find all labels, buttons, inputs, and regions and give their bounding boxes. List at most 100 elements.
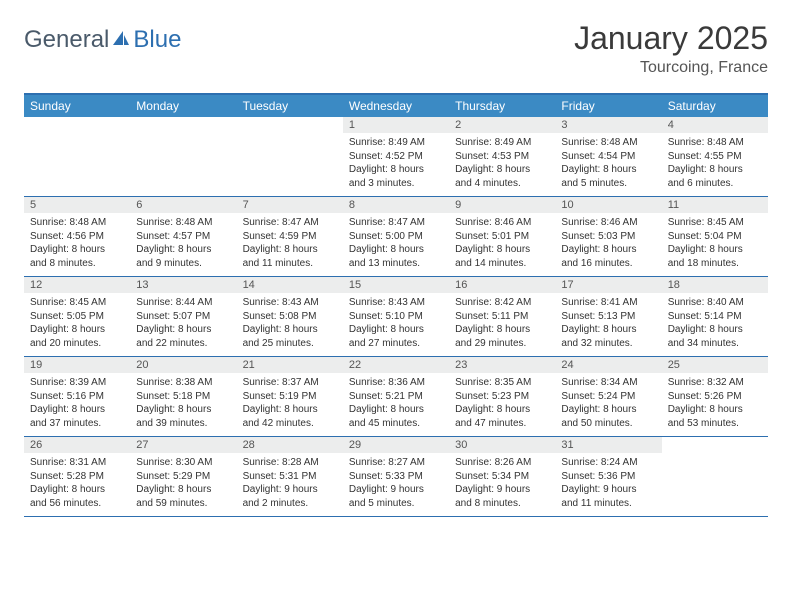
- day-content: Sunrise: 8:42 AMSunset: 5:11 PMDaylight:…: [449, 293, 555, 356]
- day-dl1: Daylight: 8 hours: [136, 483, 230, 497]
- day-ss: Sunset: 4:55 PM: [668, 150, 762, 164]
- day-dl2: and 11 minutes.: [243, 257, 337, 271]
- day-cell: 14Sunrise: 8:43 AMSunset: 5:08 PMDayligh…: [237, 277, 343, 356]
- week-row: 1Sunrise: 8:49 AMSunset: 4:52 PMDaylight…: [24, 117, 768, 197]
- day-ss: Sunset: 5:10 PM: [349, 310, 443, 324]
- day-cell: 16Sunrise: 8:42 AMSunset: 5:11 PMDayligh…: [449, 277, 555, 356]
- day-cell: 7Sunrise: 8:47 AMSunset: 4:59 PMDaylight…: [237, 197, 343, 276]
- day-ss: Sunset: 5:28 PM: [30, 470, 124, 484]
- day-number: 22: [343, 357, 449, 373]
- weekday-header: Sunday: [24, 95, 130, 117]
- day-cell: 30Sunrise: 8:26 AMSunset: 5:34 PMDayligh…: [449, 437, 555, 516]
- day-cell: 11Sunrise: 8:45 AMSunset: 5:04 PMDayligh…: [662, 197, 768, 276]
- day-dl1: Daylight: 8 hours: [349, 323, 443, 337]
- day-dl2: and 22 minutes.: [136, 337, 230, 351]
- header: General Blue January 2025 Tourcoing, Fra…: [24, 20, 768, 77]
- day-cell: 17Sunrise: 8:41 AMSunset: 5:13 PMDayligh…: [555, 277, 661, 356]
- week-row: 5Sunrise: 8:48 AMSunset: 4:56 PMDaylight…: [24, 197, 768, 277]
- day-dl2: and 45 minutes.: [349, 417, 443, 431]
- day-content: Sunrise: 8:32 AMSunset: 5:26 PMDaylight:…: [662, 373, 768, 436]
- day-dl2: and 39 minutes.: [136, 417, 230, 431]
- day-ss: Sunset: 5:14 PM: [668, 310, 762, 324]
- day-ss: Sunset: 4:52 PM: [349, 150, 443, 164]
- day-ss: Sunset: 5:26 PM: [668, 390, 762, 404]
- day-ss: Sunset: 5:08 PM: [243, 310, 337, 324]
- day-cell: 8Sunrise: 8:47 AMSunset: 5:00 PMDaylight…: [343, 197, 449, 276]
- day-number: 21: [237, 357, 343, 373]
- day-ss: Sunset: 5:21 PM: [349, 390, 443, 404]
- day-content: Sunrise: 8:48 AMSunset: 4:57 PMDaylight:…: [130, 213, 236, 276]
- day-dl1: Daylight: 8 hours: [561, 323, 655, 337]
- day-cell: 18Sunrise: 8:40 AMSunset: 5:14 PMDayligh…: [662, 277, 768, 356]
- weekday-header: Monday: [130, 95, 236, 117]
- day-number: 19: [24, 357, 130, 373]
- title-block: January 2025 Tourcoing, France: [574, 20, 768, 77]
- day-number: 4: [662, 117, 768, 133]
- day-content: Sunrise: 8:46 AMSunset: 5:03 PMDaylight:…: [555, 213, 661, 276]
- day-ss: Sunset: 5:05 PM: [30, 310, 124, 324]
- location: Tourcoing, France: [574, 59, 768, 77]
- day-content: Sunrise: 8:41 AMSunset: 5:13 PMDaylight:…: [555, 293, 661, 356]
- day-number: 12: [24, 277, 130, 293]
- day-sr: Sunrise: 8:32 AM: [668, 376, 762, 390]
- day-number: 25: [662, 357, 768, 373]
- logo: General Blue: [24, 20, 181, 54]
- day-dl2: and 37 minutes.: [30, 417, 124, 431]
- calendar: SundayMondayTuesdayWednesdayThursdayFrid…: [24, 93, 768, 517]
- day-dl1: Daylight: 8 hours: [30, 323, 124, 337]
- day-number: 15: [343, 277, 449, 293]
- day-ss: Sunset: 5:07 PM: [136, 310, 230, 324]
- day-content: Sunrise: 8:43 AMSunset: 5:08 PMDaylight:…: [237, 293, 343, 356]
- day-sr: Sunrise: 8:48 AM: [136, 216, 230, 230]
- weeks-container: 1Sunrise: 8:49 AMSunset: 4:52 PMDaylight…: [24, 117, 768, 517]
- day-number: 17: [555, 277, 661, 293]
- day-ss: Sunset: 5:23 PM: [455, 390, 549, 404]
- day-content: Sunrise: 8:49 AMSunset: 4:52 PMDaylight:…: [343, 133, 449, 196]
- day-sr: Sunrise: 8:35 AM: [455, 376, 549, 390]
- day-number: 26: [24, 437, 130, 453]
- day-number: 9: [449, 197, 555, 213]
- day-number: 11: [662, 197, 768, 213]
- day-content: Sunrise: 8:45 AMSunset: 5:04 PMDaylight:…: [662, 213, 768, 276]
- day-dl1: Daylight: 8 hours: [561, 163, 655, 177]
- day-dl2: and 53 minutes.: [668, 417, 762, 431]
- day-dl1: Daylight: 9 hours: [455, 483, 549, 497]
- day-number: 7: [237, 197, 343, 213]
- day-dl1: Daylight: 8 hours: [455, 403, 549, 417]
- day-number: 10: [555, 197, 661, 213]
- day-dl1: Daylight: 9 hours: [243, 483, 337, 497]
- day-content: Sunrise: 8:34 AMSunset: 5:24 PMDaylight:…: [555, 373, 661, 436]
- day-number: 14: [237, 277, 343, 293]
- day-ss: Sunset: 4:56 PM: [30, 230, 124, 244]
- day-cell: 3Sunrise: 8:48 AMSunset: 4:54 PMDaylight…: [555, 117, 661, 196]
- day-cell: 12Sunrise: 8:45 AMSunset: 5:05 PMDayligh…: [24, 277, 130, 356]
- day-cell: [662, 437, 768, 516]
- day-sr: Sunrise: 8:38 AM: [136, 376, 230, 390]
- day-cell: 5Sunrise: 8:48 AMSunset: 4:56 PMDaylight…: [24, 197, 130, 276]
- day-cell: [130, 117, 236, 196]
- day-dl1: Daylight: 8 hours: [243, 323, 337, 337]
- day-dl1: Daylight: 8 hours: [136, 323, 230, 337]
- day-cell: 1Sunrise: 8:49 AMSunset: 4:52 PMDaylight…: [343, 117, 449, 196]
- day-number: 20: [130, 357, 236, 373]
- day-dl2: and 20 minutes.: [30, 337, 124, 351]
- day-cell: 22Sunrise: 8:36 AMSunset: 5:21 PMDayligh…: [343, 357, 449, 436]
- day-dl1: Daylight: 8 hours: [136, 243, 230, 257]
- day-ss: Sunset: 5:36 PM: [561, 470, 655, 484]
- day-dl1: Daylight: 8 hours: [349, 163, 443, 177]
- day-sr: Sunrise: 8:48 AM: [668, 136, 762, 150]
- week-row: 12Sunrise: 8:45 AMSunset: 5:05 PMDayligh…: [24, 277, 768, 357]
- logo-part2: Blue: [133, 26, 181, 54]
- day-number: 13: [130, 277, 236, 293]
- day-ss: Sunset: 5:01 PM: [455, 230, 549, 244]
- day-dl1: Daylight: 8 hours: [668, 163, 762, 177]
- day-ss: Sunset: 5:13 PM: [561, 310, 655, 324]
- day-sr: Sunrise: 8:47 AM: [349, 216, 443, 230]
- day-dl2: and 18 minutes.: [668, 257, 762, 271]
- day-sr: Sunrise: 8:36 AM: [349, 376, 443, 390]
- day-content: Sunrise: 8:35 AMSunset: 5:23 PMDaylight:…: [449, 373, 555, 436]
- day-sr: Sunrise: 8:31 AM: [30, 456, 124, 470]
- day-ss: Sunset: 4:57 PM: [136, 230, 230, 244]
- day-sr: Sunrise: 8:43 AM: [243, 296, 337, 310]
- day-dl1: Daylight: 8 hours: [668, 403, 762, 417]
